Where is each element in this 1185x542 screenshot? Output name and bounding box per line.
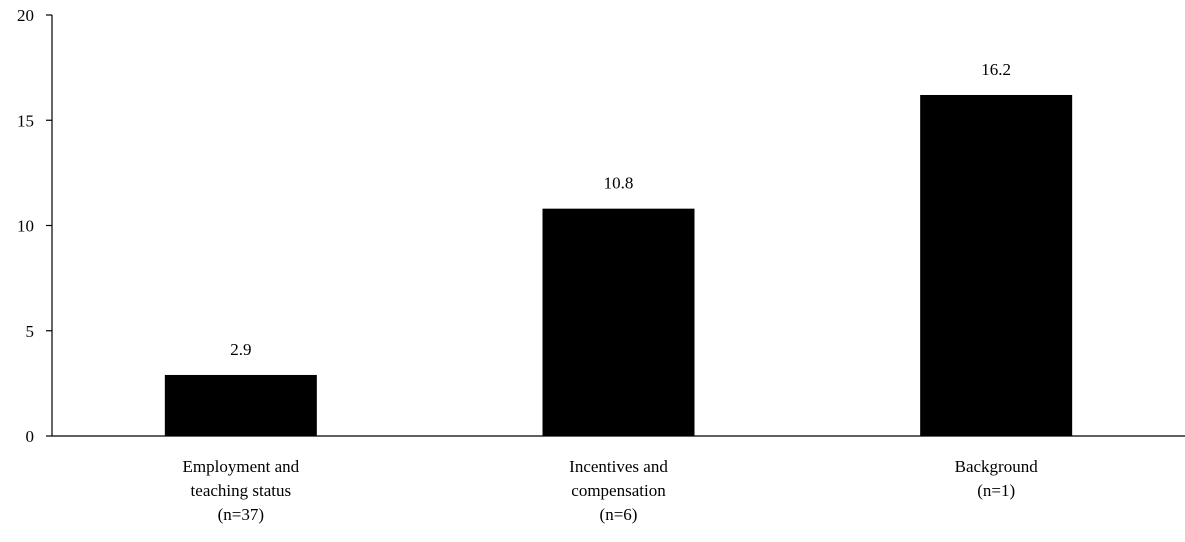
x-tick-label: Employment and teaching status (n=37) (183, 457, 300, 524)
value-labels: 2.9 10.8 16.2 (230, 60, 1011, 359)
category-labels: Employment and teaching status (n=37) Incen… (183, 457, 1039, 524)
x-tick-label-line: teaching status (191, 481, 292, 500)
x-tick-label-line: (n=6) (600, 505, 638, 524)
y-tick-label: 10 (17, 217, 34, 236)
y-axis-ticks: 0 5 10 15 20 (17, 6, 52, 446)
y-tick-label: 0 (26, 427, 35, 446)
x-tick-label-line: (n=37) (218, 505, 264, 524)
data-label: 2.9 (230, 340, 251, 359)
x-tick-label: Incentives and compensation (n=6) (569, 457, 668, 524)
x-tick-label-line: Incentives and (569, 457, 668, 476)
y-tick-label: 15 (17, 111, 34, 130)
x-tick-label-line: (n=1) (977, 481, 1015, 500)
bars (164, 94, 1073, 437)
x-tick-label-line: Background (955, 457, 1039, 476)
x-tick-label-line: Employment and (183, 457, 300, 476)
x-tick-label: Background (n=1) (955, 457, 1039, 500)
y-tick-label: 20 (17, 6, 34, 25)
bar (920, 94, 1073, 437)
x-tick-label-line: compensation (571, 481, 666, 500)
y-tick-label: 5 (26, 322, 35, 341)
bar (164, 374, 317, 436)
bar (542, 208, 695, 436)
data-label: 10.8 (604, 174, 634, 193)
data-label: 16.2 (981, 60, 1011, 79)
